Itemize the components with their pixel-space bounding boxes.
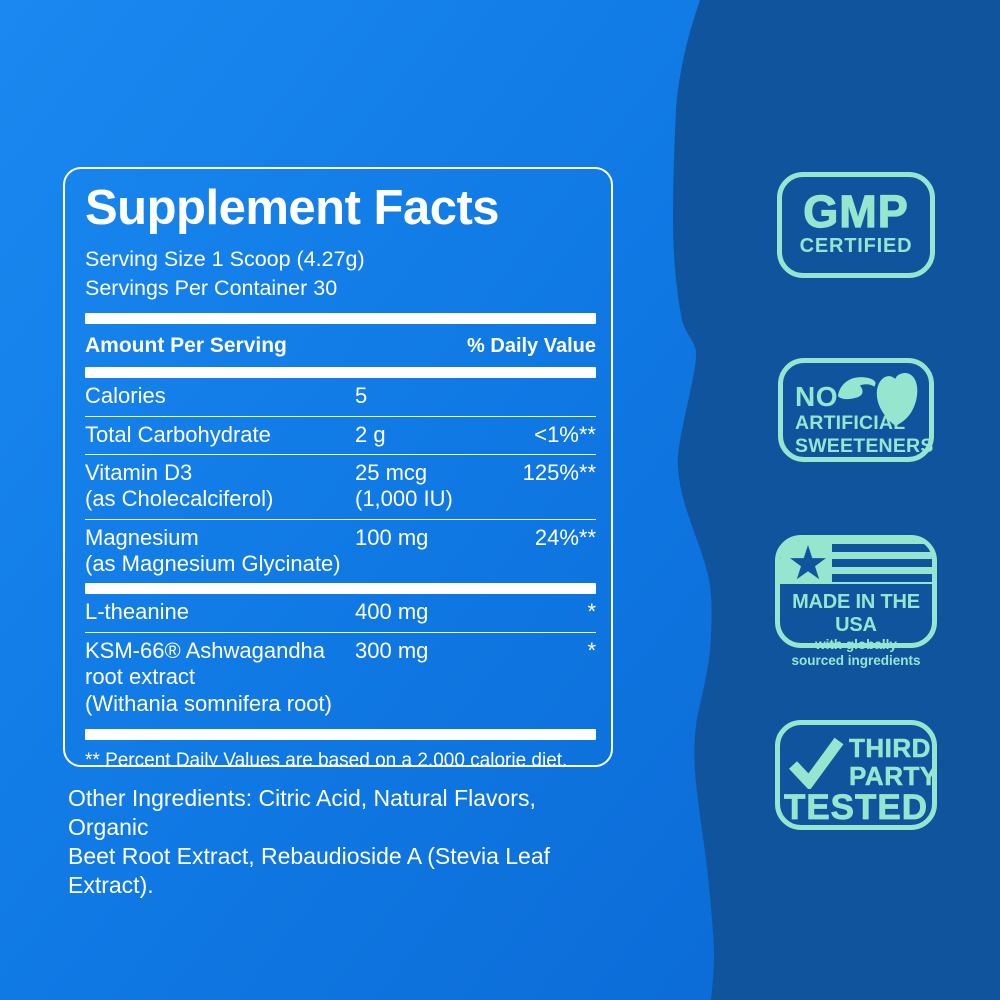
nutrient-name: KSM-66® Ashwagandha root extract (Withan… <box>85 637 332 716</box>
nutrient-name: Vitamin D3 (as Cholecalciferol) <box>85 459 274 512</box>
nutrient-amount: 400 mg <box>355 599 429 625</box>
gmp-title: GMP <box>803 186 909 237</box>
nutrient-dv: 24%** <box>534 524 596 550</box>
wave-divider-shape <box>673 0 1000 1000</box>
tpt-word3: TESTED <box>783 788 929 828</box>
third-party-tested-badge: THIRD PARTY TESTED <box>775 720 937 830</box>
nutrient-amount: 25 mcg (1,000 IU) <box>355 459 453 512</box>
checkmark-icon <box>788 735 844 794</box>
tpt-word2: PARTY <box>849 760 938 791</box>
supplement-facts-panel: Supplement Facts Serving Size 1 Scoop (4… <box>63 167 613 767</box>
divider-bar <box>85 583 596 595</box>
nutrient-dv: * <box>587 599 596 625</box>
no-artificial-sweeteners-text: NO ARTIFICIAL SWEETENERS <box>795 383 934 456</box>
nutrient-rows-group-1: Calories 5 Total Carbohydrate 2 g <1%** … <box>85 378 596 583</box>
table-row-vitamin-d3: Vitamin D3 (as Cholecalciferol) 25 mcg (… <box>85 455 596 520</box>
nutrient-dv: <1%** <box>534 421 596 447</box>
table-row-carbohydrate: Total Carbohydrate 2 g <1%** <box>85 417 596 455</box>
usa-flag-band <box>780 540 932 584</box>
made-in-usa-sub1: with globally <box>815 637 897 652</box>
table-row-ashwagandha: KSM-66® Ashwagandha root extract (Withan… <box>85 633 596 723</box>
gmp-certified-badge: GMP CERTIFIED <box>777 172 935 278</box>
flag-stripe <box>832 574 932 582</box>
other-ingredients: Other Ingredients: Citric Acid, Natural … <box>68 784 608 900</box>
table-row-magnesium: Magnesium (as Magnesium Glycinate) 100 m… <box>85 520 596 584</box>
footnotes: ** Percent Daily Values are based on a 2… <box>85 749 596 767</box>
serving-info: Serving Size 1 Scoop (4.27g) Servings Pe… <box>85 245 596 302</box>
amount-per-serving-label: Amount Per Serving <box>85 334 287 358</box>
servings-per-container: Servings Per Container 30 <box>85 275 338 300</box>
divider-bar <box>85 367 596 379</box>
daily-value-label: % Daily Value <box>467 334 596 357</box>
flag-star-icon <box>788 543 828 584</box>
nutrient-dv <box>503 383 596 409</box>
nas-line1: NO <box>795 381 838 412</box>
third-party-words: THIRD PARTY <box>849 733 938 791</box>
other-ingredients-line1: Other Ingredients: Citric Acid, Natural … <box>68 785 536 840</box>
nutrient-name: Total Carbohydrate <box>85 421 271 447</box>
other-ingredients-line2: Beet Root Extract, Rebaudioside A (Stevi… <box>68 842 551 898</box>
footnote-daily-values: ** Percent Daily Values are based on a 2… <box>85 750 568 767</box>
nutrient-amount: 300 mg <box>355 637 429 663</box>
stevia-leaves-icon <box>836 370 922 433</box>
serving-size: Serving Size 1 Scoop (4.27g) <box>85 246 365 271</box>
divider-bar <box>85 313 596 325</box>
panel-title: Supplement Facts <box>85 181 500 235</box>
nutrient-name: Magnesium (as Magnesium Glycinate) <box>85 524 341 577</box>
made-in-usa-title: MADE IN THE USA <box>792 591 920 636</box>
nutrient-amount: 2 g <box>355 421 386 447</box>
table-header-row: Amount Per Serving % Daily Value <box>85 324 596 367</box>
made-in-usa-sub2: sourced ingredients <box>791 653 921 669</box>
no-artificial-sweeteners-badge: NO ARTIFICIAL SWEETENERS <box>778 358 934 462</box>
made-in-usa-badge: MADE IN THE USA with globally sourced in… <box>775 535 937 668</box>
flag-stripe <box>832 559 932 567</box>
gmp-subtitle: CERTIFIED <box>799 235 913 257</box>
nutrient-rows-group-2: L-theanine 400 mg * KSM-66® Ashwagandha … <box>85 594 596 723</box>
table-row-calories: Calories 5 <box>85 378 596 417</box>
nutrient-name: Calories <box>85 383 166 409</box>
tpt-word1: THIRD <box>849 733 931 763</box>
table-row-l-theanine: L-theanine 400 mg * <box>85 594 596 633</box>
nutrient-name: L-theanine <box>85 599 189 625</box>
nutrient-amount: 5 <box>355 383 368 409</box>
nas-line3: SWEETENERS <box>795 434 934 457</box>
third-party-row: THIRD PARTY <box>780 725 937 794</box>
nutrient-amount: 100 mg <box>355 524 429 550</box>
nutrient-dv: * <box>587 637 596 663</box>
nutrient-dv: 125%** <box>522 459 596 485</box>
flag-stripe <box>832 544 932 552</box>
divider-bar <box>85 729 596 741</box>
nas-line2: ARTIFICIAL <box>795 412 906 434</box>
